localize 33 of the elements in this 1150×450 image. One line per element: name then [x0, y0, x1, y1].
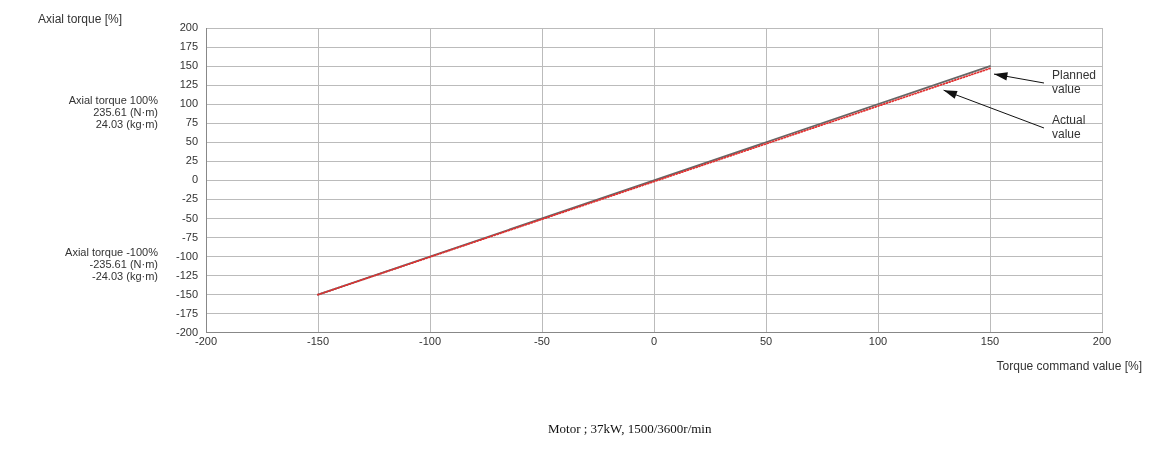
x-axis-title: Torque command value [%] [996, 359, 1142, 374]
y-tick-label: -100 [175, 249, 199, 262]
x-tick-label: 100 [868, 335, 888, 348]
y-tick-label: -50 [182, 211, 199, 224]
x-tick-label: -50 [534, 335, 550, 348]
y-tick-label: 150 [179, 59, 199, 72]
y-tick-label: -25 [182, 192, 199, 205]
y-axis-title: Axial torque [%] [38, 12, 123, 27]
text: Actual value [1052, 113, 1086, 142]
y-tick-label: -175 [175, 306, 199, 319]
y-tick-label: 0 [191, 173, 199, 186]
y-tick-label: -200 [175, 325, 199, 338]
x-tick-label: 150 [980, 335, 1000, 348]
y-tick-label: -150 [175, 287, 199, 300]
y-tick-label: -75 [182, 230, 199, 243]
y-tick-label: 50 [185, 135, 199, 148]
x-tick-label: 50 [759, 335, 773, 348]
y-tick-label: -125 [175, 268, 199, 281]
text: Planned value [1052, 68, 1097, 97]
y-tick-label: 100 [179, 97, 199, 110]
x-tick-label: -150 [307, 335, 330, 348]
x-tick-label: -100 [419, 335, 442, 348]
text: Axial torque 100% 235.61 (N·m) 24.03 (kg·m) [68, 93, 159, 130]
y-tick-label: 175 [179, 40, 199, 53]
y-tick-label: 25 [185, 154, 199, 167]
text: Axial torque -100% -235.61 (N·m) -24.03 (kg·m) [65, 246, 159, 283]
y-tick-label: 125 [179, 78, 199, 91]
x-tick-label: 200 [1092, 335, 1112, 348]
y-tick-label: 200 [179, 21, 199, 34]
text: Motor ; 37kW, 1500/3600r/min [548, 421, 712, 437]
x-tick-label: 0 [650, 335, 658, 348]
x-tick-label: -200 [195, 335, 218, 348]
y-tick-label: 75 [185, 116, 199, 129]
